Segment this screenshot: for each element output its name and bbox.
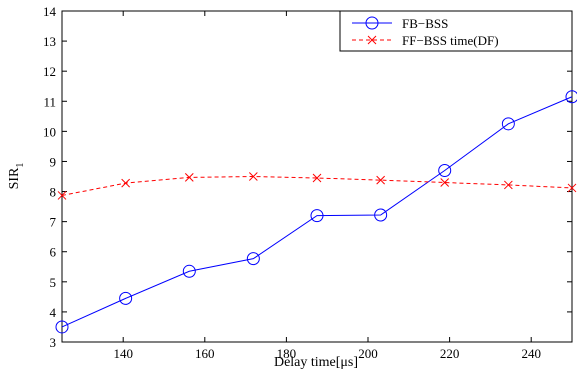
data-point xyxy=(440,178,450,187)
data-point xyxy=(565,90,577,104)
series-line xyxy=(61,96,573,328)
y-axis-label-main: SIR xyxy=(7,167,22,189)
data-point xyxy=(503,180,513,190)
y-axis-label-subscript: 1 xyxy=(15,163,26,168)
data-point xyxy=(310,209,324,223)
data-point xyxy=(438,163,452,177)
data-point xyxy=(248,172,258,181)
y-tick-label: 13 xyxy=(43,34,56,49)
data-point xyxy=(182,264,196,278)
x-tick-label: 240 xyxy=(521,346,541,361)
legend-marker-fb-bss xyxy=(365,16,379,30)
data-point xyxy=(374,208,388,222)
y-axis-label: SIR1 xyxy=(7,163,26,190)
legend-label-fb-bss: FB−BSS xyxy=(402,16,448,31)
data-point xyxy=(184,173,194,182)
data-point xyxy=(312,173,322,183)
y-tick-label: 5 xyxy=(50,275,57,290)
series-layer xyxy=(55,90,577,334)
legend-marker-ff-bss xyxy=(367,35,377,45)
data-point xyxy=(121,178,131,188)
y-tick-label: 6 xyxy=(50,245,57,260)
series-line xyxy=(61,175,573,196)
y-tick-label: 7 xyxy=(50,215,57,230)
y-tick-label: 8 xyxy=(50,185,57,200)
x-tick-label: 180 xyxy=(277,346,297,361)
legend-label-ff-bss: FF−BSS time(DF) xyxy=(402,33,499,48)
data-point xyxy=(119,291,133,305)
data-point xyxy=(57,191,67,200)
data-point xyxy=(376,175,386,185)
series-0 xyxy=(55,90,577,334)
y-tick-label: 9 xyxy=(50,154,57,169)
legend: FB−BSS FF−BSS time(DF) xyxy=(339,10,573,52)
x-tick-label: 160 xyxy=(195,346,215,361)
data-point xyxy=(567,183,577,193)
y-tick-label: 10 xyxy=(43,124,56,139)
y-tick-label: 12 xyxy=(43,64,56,79)
y-tick-label: 4 xyxy=(50,305,57,320)
y-axis-ticks: 3 4 5 6 7 8 9 10 11 12 13 14 xyxy=(43,4,572,350)
legend-box xyxy=(339,10,573,52)
data-point xyxy=(246,252,260,266)
y-tick-label: 14 xyxy=(43,4,57,19)
x-tick-label: 140 xyxy=(113,346,133,361)
y-tick-label: 11 xyxy=(43,94,56,109)
data-point xyxy=(501,117,515,131)
series-1 xyxy=(57,172,577,200)
x-axis-label: Delay time[μs] xyxy=(274,355,358,370)
y-tick-label: 3 xyxy=(50,335,57,350)
x-tick-label: 200 xyxy=(358,346,378,361)
x-tick-label: 220 xyxy=(440,346,460,361)
data-point xyxy=(55,320,69,334)
plot-area xyxy=(61,10,573,343)
